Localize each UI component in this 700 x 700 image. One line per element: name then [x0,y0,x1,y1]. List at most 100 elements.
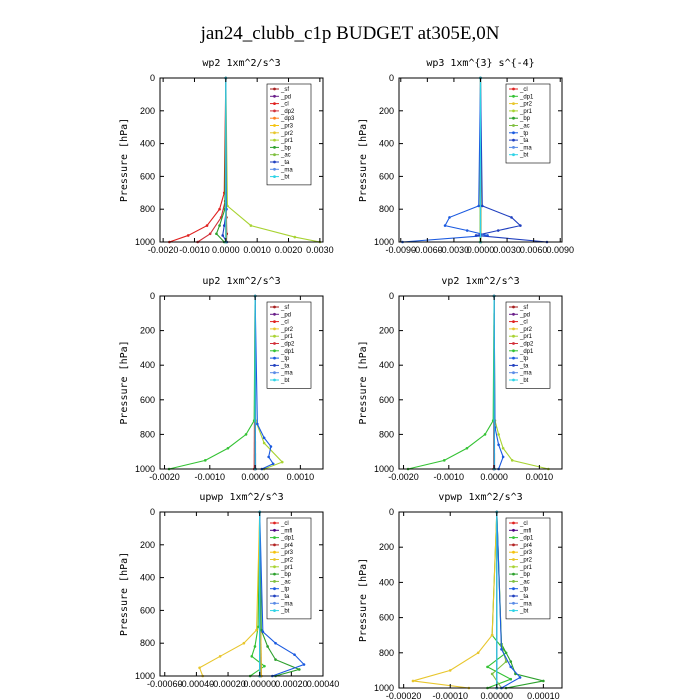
y-tick-label: 800 [140,429,155,439]
legend-entry: _mfl [280,528,292,534]
data-point [509,665,513,669]
data-point [477,204,481,208]
legend-entry: _ma [280,601,293,607]
legend-entry: _mfl [519,528,531,534]
legend: _cl_mfl_dp1_pr4_pr3_pr2_pr1_bp_ac_tp_ta_… [505,517,551,620]
legend-entry: _tp [519,356,529,362]
legend-marker [512,334,515,338]
legend-marker [273,153,276,157]
legend-entry: _pr3 [280,124,294,130]
data-point [255,628,258,632]
data-point [302,663,306,666]
legend-marker [512,349,515,353]
legend-marker [273,312,276,316]
x-tick-label: 0.0020 [275,245,303,255]
legend-entry: _bt [280,175,290,181]
series-markers-dp1 [167,294,257,471]
legend-marker [512,521,515,525]
legend-marker [273,109,276,113]
data-point [267,455,270,459]
legend-marker [273,609,276,612]
data-point [222,224,226,227]
data-point [186,234,190,237]
legend-entry: _tp [280,587,290,593]
x-tick-label: 0.0000 [212,245,240,255]
data-point [497,443,500,447]
data-point [274,658,277,661]
legend-marker [273,594,276,598]
y-tick-label: 400 [140,139,155,149]
y-tick-label: 200 [379,542,394,552]
series-markers-tp [401,76,489,244]
data-point [297,668,301,671]
y-axis-label: Pressure [hPa] [358,340,369,424]
legend-entry: _bp [519,116,531,122]
legend-marker [512,587,515,591]
y-axis-label: Pressure [hPa] [358,558,369,642]
legend-entry: _ac [280,579,291,585]
series-markers-pr2 [411,510,499,690]
y-tick-label: 200 [379,106,394,116]
y-tick-label: 1000 [374,237,394,247]
legend-entry: _bp [280,572,292,578]
legend-marker [512,146,515,149]
data-point [226,446,230,450]
legend-marker [273,342,276,345]
legend-entry: _pr1 [519,334,533,340]
data-point [259,628,263,632]
panel-1: wp2 1xm^2/s^3 Pressure [hPa] 0 200 400 600 800… [119,58,334,255]
legend-entry: _ma [519,601,532,607]
x-tick-label: -0.0020 [149,472,180,482]
legend-marker [273,102,276,105]
legend-entry: _dp1 [519,94,534,100]
x-tick-label: -0.00040 [179,679,215,689]
legend-marker [273,558,276,561]
legend-marker [273,601,276,605]
panel-4: vp2 1xm^2/s^3 Pressure [hPa] 0 200 400 600 800… [358,276,563,482]
data-point [519,224,522,227]
series-markers-pr2 [198,510,261,678]
y-tick-label: 0 [150,291,155,301]
legend-marker [273,371,276,375]
y-tick-label: 600 [140,395,155,405]
x-tick-label: 0.0000 [241,472,269,482]
legend-entry: _cl [280,521,289,527]
legend-marker [512,580,515,583]
legend-marker [512,305,515,309]
data-point [465,446,469,450]
y-tick-label: 800 [140,638,155,648]
series-line-pr2 [198,511,261,677]
legend-marker [512,94,515,98]
data-point [504,660,508,663]
legend-entry: _sf [519,305,528,311]
legend-entry: _pr2 [280,558,294,564]
x-tick-label: 0.0030 [306,245,334,255]
y-tick-label: 0 [389,507,394,517]
series-line-tp [402,77,488,243]
legend-marker [512,378,515,382]
y-axis-label: Pressure [hPa] [119,118,130,202]
panel-2: wp3 1xm^{3} s^{-4} Pressure [hPa] 0 200 400 6… [358,58,574,255]
data-point [250,655,254,658]
panel-title: upwp 1xm^2/s^3 [199,492,283,503]
legend-marker [273,131,276,135]
panel-title: vpwp 1xm^2/s^3 [438,492,522,503]
legend-marker [273,320,276,323]
x-tick-label: 0.0000 [467,245,495,255]
legend: _cl_dp1 _pr2_pr1_bp _ac_tp_ta_ma _bt [505,83,551,164]
legend-marker [512,356,515,360]
x-tick-label: 0.0030 [493,245,521,255]
data-point [262,441,266,445]
x-tick-label: -0.00020 [386,691,422,700]
legend-entry: _ma [519,371,532,377]
y-tick-label: 800 [379,429,394,439]
legend-entry: _sf [280,87,289,93]
legend-entry: _dp3 [280,116,295,122]
legend-entry: _pr1 [519,565,533,571]
y-tick-label: 200 [140,106,155,116]
legend-marker [512,342,515,345]
legend-entry: _ac [519,579,530,585]
data-point [263,664,266,668]
series-markers-cl [168,76,228,244]
data-point [448,669,452,672]
